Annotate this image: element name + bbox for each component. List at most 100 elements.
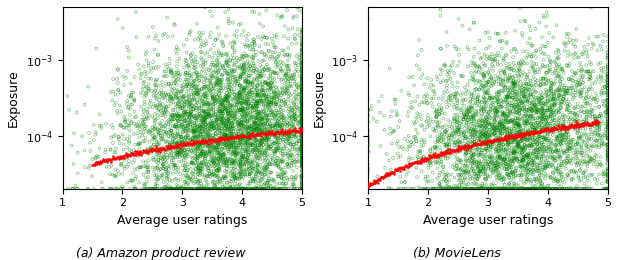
Point (585, 78, 595, 82)
Point (404, 187, 414, 191)
Point (221, 108, 231, 112)
Point (168, 124, 178, 128)
Point (173, 153, 183, 157)
Point (297, 128, 307, 133)
Point (510, 90, 520, 94)
Point (536, 112, 546, 116)
Point (533, 116, 543, 120)
Point (543, 78, 553, 82)
Point (530, 128, 540, 132)
Point (557, 125, 567, 129)
Point (167, 131, 177, 135)
Point (297, 87, 307, 91)
Point (416, 76, 426, 80)
Point (502, 40, 512, 44)
Point (244, 122, 254, 126)
Point (164, 94, 174, 98)
Point (517, 185, 527, 190)
Point (245, 160, 255, 165)
Point (158, 167, 168, 171)
Point (486, 187, 496, 191)
Point (242, 139, 252, 143)
Point (422, 125, 432, 129)
Point (228, 159, 238, 163)
Point (222, 145, 232, 149)
Point (173, 144, 183, 148)
Point (444, 187, 454, 191)
Point (506, 67, 516, 71)
Point (546, 176, 556, 180)
Point (488, 95, 498, 99)
Point (603, 128, 612, 132)
Point (603, 95, 612, 99)
Point (200, 95, 210, 99)
Point (205, 187, 215, 191)
Point (518, 145, 528, 149)
Point (231, 76, 240, 81)
Point (506, 109, 515, 113)
Point (286, 153, 295, 158)
Point (252, 101, 261, 106)
Point (229, 129, 239, 133)
Point (256, 83, 266, 88)
Point (293, 122, 303, 126)
Point (257, 118, 267, 122)
Point (551, 61, 561, 65)
Point (567, 86, 577, 90)
Point (539, 112, 549, 116)
Point (365, 183, 375, 187)
Point (261, 147, 271, 151)
Point (179, 119, 189, 124)
Point (502, 157, 512, 161)
Point (461, 151, 471, 155)
Point (252, 138, 262, 142)
Point (384, 187, 394, 191)
Point (200, 90, 210, 95)
Point (457, 147, 467, 151)
Point (197, 141, 207, 145)
Point (207, 159, 217, 163)
Point (297, 109, 307, 113)
Point (603, 109, 612, 114)
Point (366, 107, 376, 111)
Point (171, 187, 180, 191)
Point (572, 123, 582, 127)
Point (216, 98, 226, 102)
Point (527, 43, 537, 48)
Point (530, 27, 540, 31)
Point (179, 174, 188, 178)
Point (494, 153, 504, 157)
Point (201, 102, 211, 106)
Point (190, 66, 200, 70)
Point (519, 93, 528, 97)
Point (256, 134, 266, 138)
Point (106, 147, 116, 152)
Point (206, 168, 216, 173)
Point (586, 127, 596, 132)
Point (504, 91, 514, 95)
Point (533, 187, 543, 191)
Point (489, 167, 499, 171)
Point (460, 143, 470, 147)
Point (506, 152, 516, 156)
Point (275, 187, 285, 191)
Point (248, 159, 258, 163)
Point (146, 187, 156, 191)
Point (176, 148, 186, 152)
Point (488, 82, 497, 86)
Point (297, 98, 307, 102)
Point (297, 162, 307, 166)
Point (297, 108, 307, 112)
Point (541, 147, 551, 151)
Point (255, 143, 265, 147)
Point (145, 147, 154, 152)
Point (247, 187, 256, 191)
Point (248, 103, 258, 107)
Point (173, 178, 183, 183)
Point (474, 51, 484, 55)
Point (494, 140, 504, 145)
Point (562, 159, 572, 163)
Point (292, 98, 302, 102)
Point (433, 134, 442, 139)
Point (206, 31, 216, 35)
